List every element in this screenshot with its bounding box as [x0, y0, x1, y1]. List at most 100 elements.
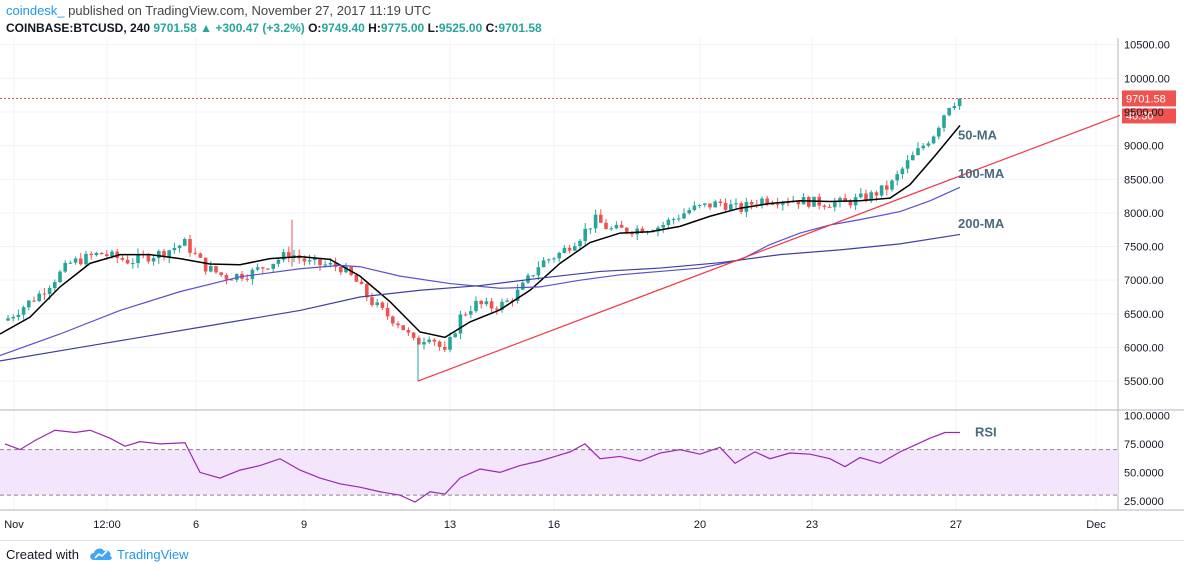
low-label: L:: [427, 21, 439, 35]
candle-down: [146, 255, 151, 262]
candle-down: [770, 203, 775, 205]
time-tick-label: 6: [193, 519, 199, 531]
candle-up: [276, 259, 281, 264]
candle-down: [630, 232, 634, 235]
candle-down: [411, 332, 416, 338]
price-chart[interactable]: 50-MA 100-MA 200-MA 9701.58 40:30 10500.00 100…: [0, 38, 1184, 540]
candle-up: [687, 210, 691, 214]
time-tick-label: Nov: [4, 519, 24, 531]
candle-up: [552, 258, 556, 260]
price-tick-label: 10000.00: [1124, 73, 1170, 85]
candle-up: [869, 192, 873, 201]
open-label: O:: [308, 21, 322, 35]
rsi-label: RSI: [975, 425, 997, 440]
tradingview-link[interactable]: TradingView: [117, 547, 189, 562]
candle-up: [703, 203, 707, 205]
candle-down: [708, 203, 712, 208]
candle-up: [73, 258, 78, 263]
time-tick-label: 20: [694, 519, 706, 531]
candle-down: [495, 308, 499, 310]
candle-down: [432, 339, 437, 342]
candle-up: [484, 301, 489, 305]
candle-up: [53, 282, 57, 289]
candle-up: [921, 145, 925, 149]
price-tick-label: 9000.00: [1124, 141, 1164, 153]
tradingview-cloud-icon[interactable]: [88, 545, 114, 563]
ohlc-line: COINBASE:BTCUSD, 240 9701.58 ▲ +300.47 (…: [6, 21, 542, 35]
candle-up: [183, 238, 187, 246]
price-change: +300.47 (+3.2%): [215, 21, 305, 35]
candle-up: [136, 254, 140, 264]
candle-down: [370, 297, 374, 306]
candle-down: [604, 222, 608, 230]
close-label: C:: [485, 21, 499, 35]
candle-up: [84, 253, 88, 265]
countdown-badge: [1122, 108, 1176, 124]
price-tick-label: 9500.00: [1124, 107, 1164, 119]
candle-down: [723, 202, 728, 210]
candle-down: [99, 252, 104, 255]
symbol-label[interactable]: COINBASE:BTCUSD, 240: [6, 21, 151, 35]
candle-down: [198, 253, 203, 258]
candle-down: [567, 247, 572, 251]
author-name[interactable]: coindesk_: [6, 3, 65, 18]
candle-up: [952, 106, 957, 109]
candle-down: [203, 257, 208, 272]
candle-down: [89, 253, 93, 256]
candle-down: [105, 254, 109, 257]
candle-down: [261, 267, 265, 269]
time-tick-label: 27: [950, 519, 962, 531]
price-tick-label: 7500.00: [1124, 242, 1164, 254]
change-arrow-icon: ▲: [200, 21, 212, 35]
candle-down: [302, 258, 307, 262]
candle-up: [255, 267, 260, 270]
candle-up: [937, 127, 941, 137]
candle-up: [235, 273, 239, 280]
candle-down: [188, 238, 192, 253]
candle-up: [250, 269, 255, 280]
candle-up: [541, 260, 546, 268]
candle-down: [718, 201, 723, 203]
candle-up: [209, 266, 213, 272]
candle-up: [453, 333, 457, 338]
low-value: 9525.00: [438, 21, 483, 35]
candle-down: [266, 268, 270, 270]
candle-up: [671, 219, 676, 221]
last-price-label: 9701.58: [1126, 93, 1166, 105]
candle-up: [58, 271, 62, 283]
high-label: H:: [368, 21, 381, 35]
candle-down: [775, 203, 780, 205]
price-tick-label: 7000.00: [1124, 275, 1164, 287]
candle-up: [167, 250, 171, 257]
candle-down: [380, 302, 385, 308]
candle-up: [422, 342, 426, 345]
candle-up: [957, 98, 962, 107]
candle-down: [443, 347, 447, 350]
candle-down: [619, 224, 624, 228]
candle-up: [427, 339, 431, 343]
candle-down: [333, 262, 338, 267]
candle-up: [656, 227, 660, 232]
high-value: 9775.00: [380, 21, 425, 35]
candle-up: [557, 252, 561, 259]
candle-down: [193, 252, 197, 254]
candle-down: [463, 314, 468, 316]
candle-up: [526, 275, 530, 283]
candle-up: [37, 293, 41, 302]
candle-up: [916, 148, 920, 156]
candle-down: [229, 279, 234, 281]
candle-up: [474, 300, 478, 312]
candle-up: [500, 301, 504, 310]
trend-line: [417, 114, 1121, 382]
candle-down: [219, 272, 223, 276]
candle-down: [749, 201, 754, 205]
candle-down: [396, 323, 400, 326]
candle-up: [458, 314, 463, 334]
time-tick-label: Dec: [1086, 519, 1106, 531]
candle-up: [734, 203, 738, 205]
candle-down: [885, 185, 889, 190]
candle-up: [536, 267, 541, 276]
candle-down: [827, 206, 832, 208]
candle-down: [848, 200, 853, 206]
candle-up: [890, 180, 894, 190]
